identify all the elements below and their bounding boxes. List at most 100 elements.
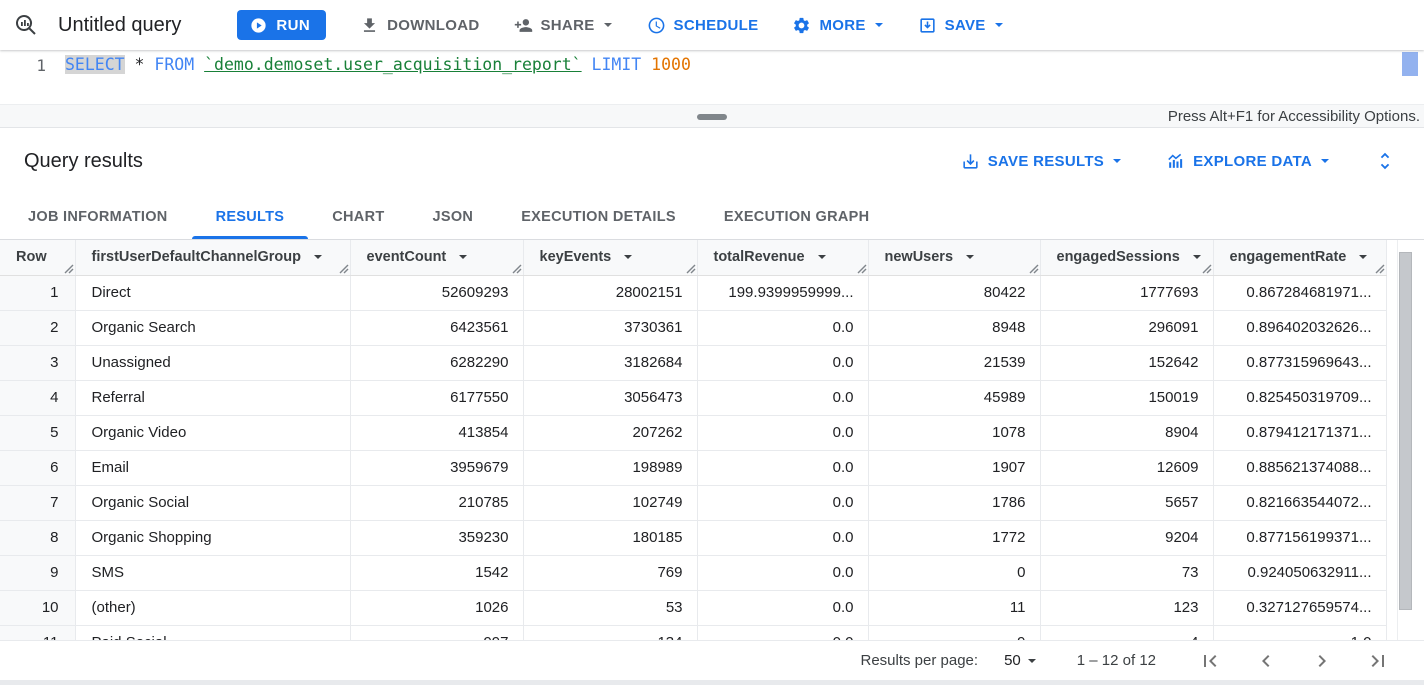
chevron-down-icon [603, 23, 612, 27]
table-cell: 0.877315969643... [1213, 345, 1387, 381]
chevron-down-icon [874, 23, 883, 27]
page-size-select[interactable]: 50 [1004, 652, 1037, 669]
table-cell: 45989 [868, 380, 1041, 416]
next-page-button[interactable] [1310, 649, 1334, 673]
previous-page-button[interactable] [1254, 649, 1278, 673]
table-cell: 0.877156199371... [1213, 520, 1387, 556]
save-results-download-icon [963, 153, 978, 169]
tab-execution-details[interactable]: EXECUTION DETAILS [521, 208, 676, 225]
table-row: 7 Organic Social 210785 102749 0.0 1786 5657 0.… [0, 485, 1387, 521]
table-cell: 0.327127659574... [1213, 590, 1387, 626]
row-number-cell: 6 [0, 450, 76, 486]
download-button[interactable]: DOWNLOAD [360, 16, 479, 35]
column-header-eventCount[interactable]: eventCount [350, 240, 524, 276]
column-resize-grip[interactable] [1028, 263, 1039, 274]
table-scrollbar-track[interactable] [1397, 240, 1412, 640]
download-icon [364, 17, 376, 32]
table-cell: 6177550 [350, 380, 524, 416]
schedule-button[interactable]: SCHEDULE [647, 16, 759, 35]
table-cell: 152642 [1040, 345, 1214, 381]
run-button[interactable]: RUN [237, 10, 327, 40]
pagination-range: 1 – 12 of 12 [1076, 652, 1156, 669]
table-cell: 0.0 [697, 520, 869, 556]
column-resize-grip[interactable] [685, 263, 696, 274]
share-button[interactable]: SHARE [514, 16, 613, 35]
column-resize-grip[interactable] [856, 263, 867, 274]
table-cell: Organic Video [75, 415, 351, 451]
sort-caret-icon[interactable] [623, 252, 633, 262]
table-cell: 53 [523, 590, 698, 626]
results-tab-bar: JOB INFORMATION RESULTS CHART JSON EXECU… [0, 194, 1424, 240]
table-cell: 0.885621374088... [1213, 450, 1387, 486]
sort-caret-icon[interactable] [817, 252, 827, 262]
row-number-cell: 4 [0, 380, 76, 416]
table-cell: 0.825450319709... [1213, 380, 1387, 416]
sort-caret-icon[interactable] [458, 252, 468, 262]
table-cell: 9 [868, 625, 1041, 640]
table-cell: 199.9399959999... [697, 275, 869, 311]
table-cell: 1542 [350, 555, 524, 591]
table-cell: 0.0 [697, 450, 869, 486]
column-header-firstUserDefaultChannelGroup[interactable]: firstUserDefaultChannelGroup [75, 240, 351, 276]
tab-execution-graph[interactable]: EXECUTION GRAPH [723, 208, 870, 225]
tab-chart[interactable]: CHART [332, 208, 385, 225]
column-resize-grip[interactable] [1201, 263, 1212, 274]
table-cell: 0.867284681971... [1213, 275, 1387, 311]
sort-caret-icon[interactable] [1358, 252, 1368, 262]
table-cell: Direct [75, 275, 351, 311]
window-bottom-edge [0, 680, 1424, 685]
column-resize-grip[interactable] [63, 263, 74, 274]
explore-data-button[interactable]: EXPLORE DATA [1166, 152, 1330, 171]
sort-caret-icon[interactable] [965, 252, 975, 262]
table-cell: 0.924050632911... [1213, 555, 1387, 591]
sort-caret-icon[interactable] [1192, 252, 1202, 262]
clock-icon [648, 17, 664, 33]
table-cell: Unassigned [75, 345, 351, 381]
last-page-button[interactable] [1366, 649, 1390, 673]
sql-table-reference[interactable]: `demo.demoset.user_acquisition_report` [204, 55, 582, 74]
table-cell: 0.0 [697, 380, 869, 416]
column-resize-grip[interactable] [338, 263, 349, 274]
save-results-button[interactable]: SAVE RESULTS [961, 152, 1122, 171]
table-cell: 1078 [868, 415, 1041, 451]
query-magnifier-icon [15, 14, 36, 35]
column-resize-grip[interactable] [1374, 263, 1385, 274]
table-cell: 997 [350, 625, 524, 640]
table-cell: Email [75, 450, 351, 486]
column-header-newUsers[interactable]: newUsers [868, 240, 1041, 276]
column-header-engagementRate[interactable]: engagementRate [1213, 240, 1387, 276]
table-cell: 1772 [868, 520, 1041, 556]
first-page-button[interactable] [1198, 649, 1222, 673]
results-table: Row firstUserDefaultChannelGroup eventCo… [0, 240, 1387, 640]
table-cell: 1.0 [1213, 625, 1387, 640]
table-cell: 0.896402032626... [1213, 310, 1387, 346]
person-add-icon [514, 18, 532, 32]
column-header-row: Row [0, 240, 76, 276]
table-cell: 3730361 [523, 310, 698, 346]
sort-caret-icon[interactable] [313, 252, 323, 262]
table-cell: 0.0 [697, 590, 869, 626]
tab-results[interactable]: RESULTS [191, 194, 309, 239]
table-cell: 8904 [1040, 415, 1214, 451]
table-cell: 198989 [523, 450, 698, 486]
column-resize-grip[interactable] [511, 263, 522, 274]
tab-job-information[interactable]: JOB INFORMATION [28, 208, 168, 225]
column-header-keyEvents[interactable]: keyEvents [523, 240, 698, 276]
column-header-engagedSessions[interactable]: engagedSessions [1040, 240, 1214, 276]
column-header-totalRevenue[interactable]: totalRevenue [697, 240, 869, 276]
sql-code-line[interactable]: SELECT * FROM `demo.demoset.user_acquisi… [65, 55, 691, 74]
collapse-expand-icon[interactable] [1374, 150, 1396, 172]
pagination-bar: Results per page: 50 1 – 12 of 12 [0, 640, 1424, 680]
table-cell: 11 [868, 590, 1041, 626]
query-editor-toolbar: Untitled query RUN DOWNLOAD SHARE SCHEDU… [0, 0, 1424, 50]
editor-scrollbar-thumb[interactable] [1402, 52, 1418, 76]
more-button[interactable]: MORE [792, 16, 883, 35]
save-button[interactable]: SAVE [918, 16, 1004, 35]
splitter-drag-handle[interactable] [697, 114, 727, 120]
table-cell: Organic Search [75, 310, 351, 346]
tab-json[interactable]: JSON [432, 208, 474, 225]
sql-editor[interactable]: 1 SELECT * FROM `demo.demoset.user_acqui… [0, 50, 1424, 104]
accessibility-hint: Press Alt+F1 for Accessibility Options. [1167, 108, 1420, 125]
table-cell: 1026 [350, 590, 524, 626]
table-scrollbar-thumb[interactable] [1399, 252, 1412, 610]
